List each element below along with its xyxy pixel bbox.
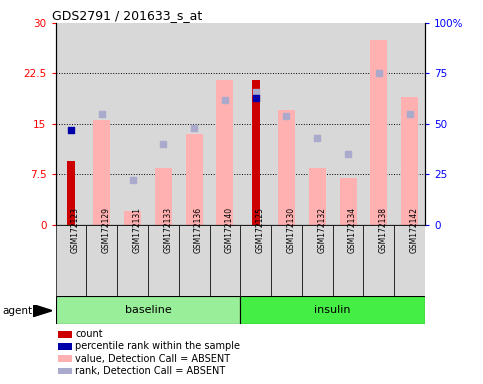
Bar bbox=[302, 23, 333, 225]
Text: GSM172132: GSM172132 bbox=[317, 207, 327, 253]
Text: GSM172130: GSM172130 bbox=[286, 207, 296, 253]
Point bbox=[283, 113, 290, 119]
Text: GSM172131: GSM172131 bbox=[132, 207, 142, 253]
Bar bbox=[240, 225, 271, 296]
Bar bbox=[148, 225, 179, 296]
Bar bbox=[148, 23, 179, 225]
Text: GSM172136: GSM172136 bbox=[194, 207, 203, 253]
Point bbox=[128, 177, 136, 184]
Text: GSM172123: GSM172123 bbox=[71, 207, 80, 253]
Bar bbox=[185, 134, 202, 225]
Bar bbox=[240, 296, 425, 324]
Bar bbox=[333, 23, 364, 225]
Text: GSM172125: GSM172125 bbox=[256, 207, 265, 253]
Point bbox=[344, 151, 352, 157]
Bar bbox=[86, 23, 117, 225]
Bar bbox=[240, 23, 271, 225]
Bar bbox=[340, 178, 356, 225]
Point bbox=[252, 89, 259, 95]
Bar bbox=[117, 23, 148, 225]
Text: insulin: insulin bbox=[314, 305, 351, 316]
Point bbox=[252, 94, 259, 101]
Point bbox=[221, 97, 229, 103]
Bar bbox=[309, 167, 326, 225]
Text: rank, Detection Call = ABSENT: rank, Detection Call = ABSENT bbox=[75, 366, 226, 376]
Text: GSM172134: GSM172134 bbox=[348, 207, 357, 253]
Text: GSM172142: GSM172142 bbox=[410, 207, 419, 253]
Bar bbox=[394, 225, 425, 296]
Point bbox=[67, 127, 75, 133]
Text: baseline: baseline bbox=[125, 305, 171, 316]
Bar bbox=[155, 167, 172, 225]
Bar bbox=[56, 23, 86, 225]
Point bbox=[375, 70, 383, 76]
Text: GSM172133: GSM172133 bbox=[163, 207, 172, 253]
Bar bbox=[67, 161, 75, 225]
Point bbox=[190, 125, 198, 131]
Bar bbox=[210, 225, 240, 296]
Bar bbox=[302, 225, 333, 296]
Bar bbox=[364, 225, 394, 296]
Point bbox=[313, 135, 321, 141]
Text: GSM172138: GSM172138 bbox=[379, 207, 388, 253]
Bar bbox=[93, 121, 110, 225]
Bar bbox=[370, 40, 387, 225]
Bar bbox=[179, 225, 210, 296]
Bar bbox=[216, 80, 233, 225]
Point bbox=[98, 111, 106, 117]
Bar bbox=[252, 80, 259, 225]
Bar bbox=[333, 225, 364, 296]
Bar bbox=[56, 296, 241, 324]
Text: agent: agent bbox=[2, 306, 32, 316]
Bar bbox=[394, 23, 425, 225]
Text: GDS2791 / 201633_s_at: GDS2791 / 201633_s_at bbox=[52, 9, 202, 22]
Bar bbox=[179, 23, 210, 225]
Bar bbox=[86, 225, 117, 296]
Bar bbox=[401, 97, 418, 225]
Bar bbox=[364, 23, 394, 225]
Bar bbox=[124, 211, 141, 225]
Bar bbox=[271, 23, 302, 225]
Text: GSM172140: GSM172140 bbox=[225, 207, 234, 253]
Bar bbox=[117, 225, 148, 296]
Text: percentile rank within the sample: percentile rank within the sample bbox=[75, 341, 241, 351]
Text: count: count bbox=[75, 329, 103, 339]
Point bbox=[406, 111, 413, 117]
Bar bbox=[278, 111, 295, 225]
Text: GSM172129: GSM172129 bbox=[102, 207, 111, 253]
Polygon shape bbox=[33, 305, 52, 317]
Point bbox=[159, 141, 167, 147]
Text: value, Detection Call = ABSENT: value, Detection Call = ABSENT bbox=[75, 354, 230, 364]
Bar bbox=[56, 225, 86, 296]
Bar bbox=[271, 225, 302, 296]
Bar bbox=[210, 23, 240, 225]
